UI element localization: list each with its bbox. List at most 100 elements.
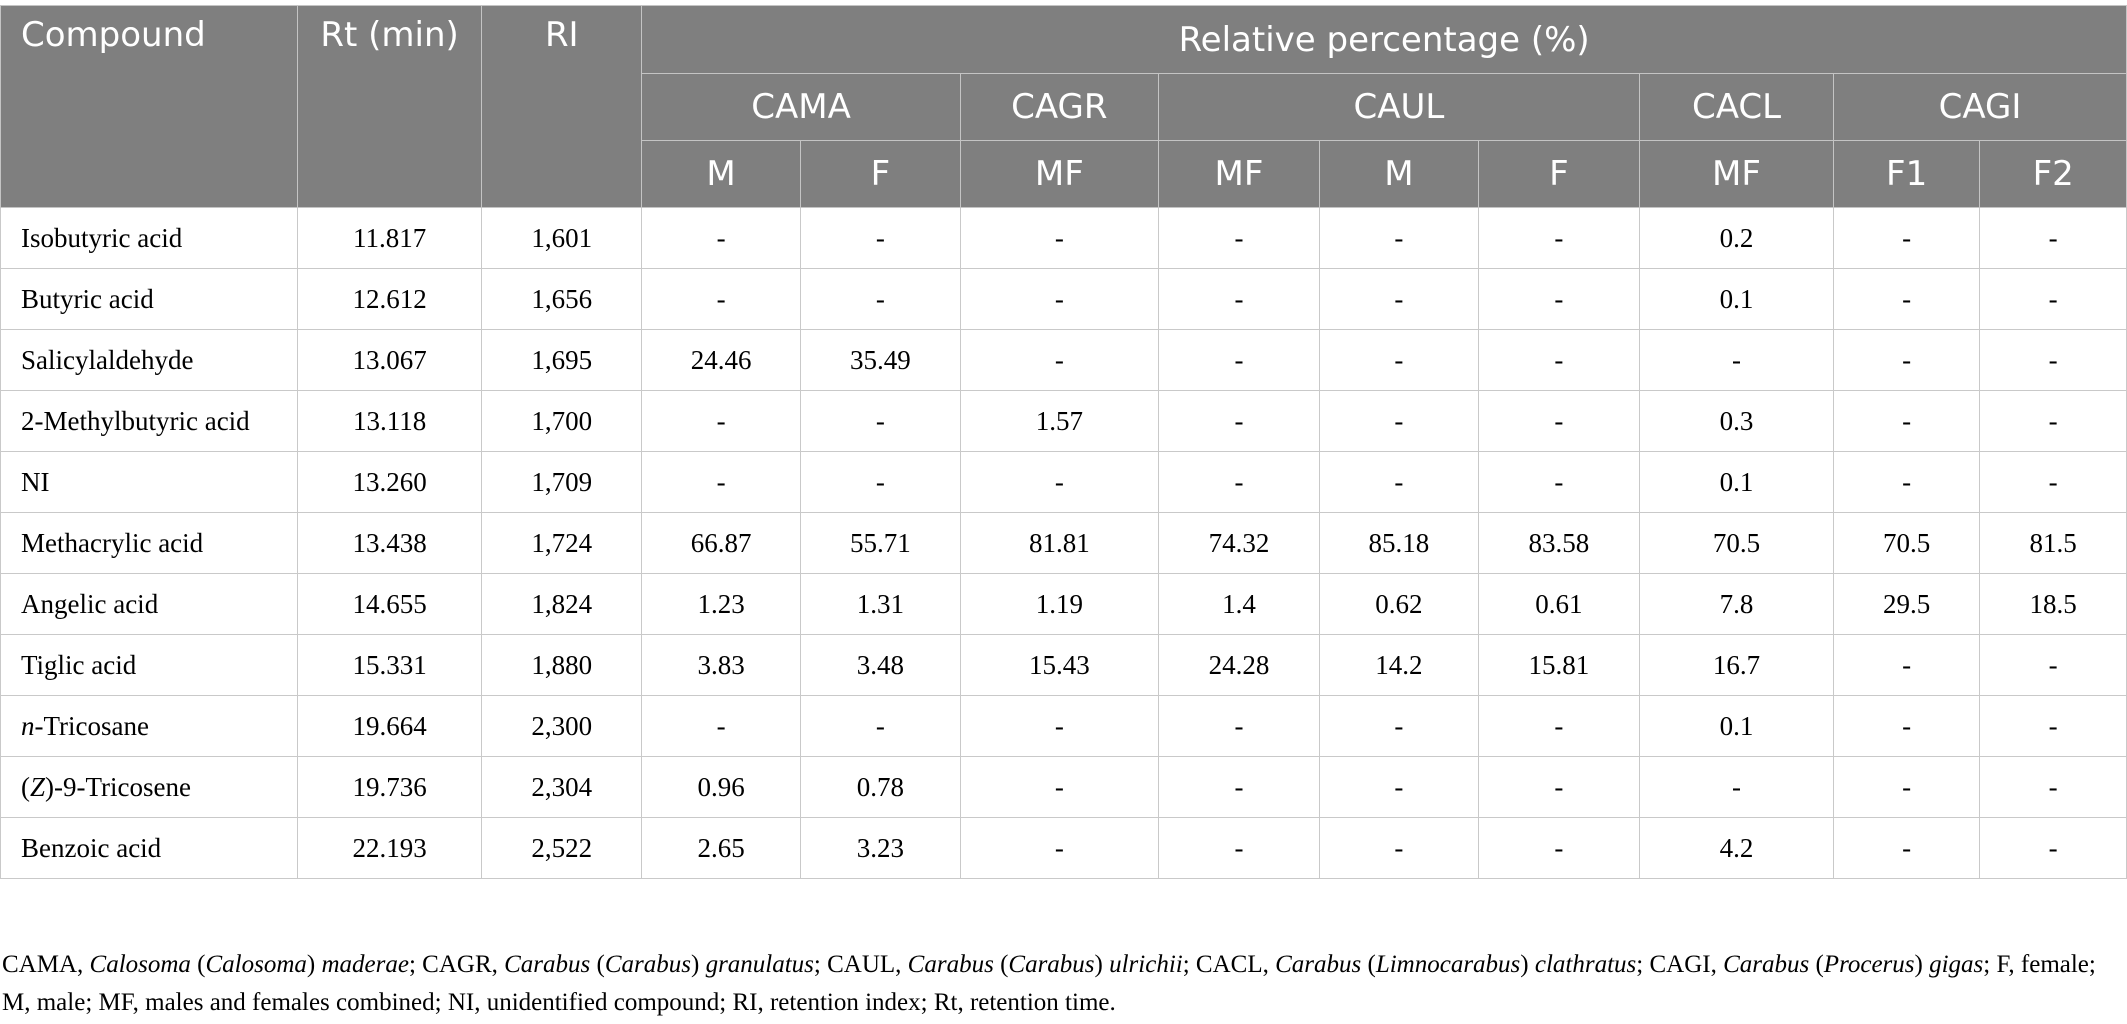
compound-name-italic: Z: [30, 771, 46, 802]
percentage-cell: -: [1832, 329, 1981, 391]
rt-cell: 19.664: [296, 695, 483, 757]
compound-name-cell: Benzoic acid: [0, 817, 298, 879]
percentage-cell: -: [1319, 756, 1479, 818]
footnote-text: ): [1520, 951, 1535, 978]
percentage-cell: -: [1639, 329, 1834, 391]
ri-cell: 1,724: [481, 512, 643, 574]
header-subcol: M: [641, 140, 801, 208]
percentage-cell: 0.2: [1639, 207, 1834, 269]
percentage-cell: 55.71: [799, 512, 961, 574]
compound-table: Compound Rt (min) RI Relative percentage…: [0, 5, 2127, 879]
compound-name-cell: n-Tricosane: [0, 695, 298, 757]
percentage-cell: -: [799, 695, 961, 757]
footnote-text: ): [690, 951, 706, 978]
percentage-cell: 81.81: [959, 512, 1159, 574]
ri-cell: 2,300: [481, 695, 643, 757]
percentage-cell: -: [1319, 390, 1479, 452]
ri-cell: 2,304: [481, 756, 643, 818]
compound-name-cell: Isobutyric acid: [0, 207, 298, 269]
percentage-cell: -: [799, 207, 961, 269]
percentage-cell: -: [1979, 756, 2127, 818]
percentage-cell: -: [799, 451, 961, 513]
header-subcol: MF: [1639, 140, 1834, 208]
header-group-cagi: CAGI: [1832, 73, 2127, 141]
footnote-taxon: Carabus: [1275, 951, 1362, 978]
rt-cell: 12.612: [296, 268, 483, 330]
percentage-cell: -: [1832, 817, 1981, 879]
percentage-cell: -: [1979, 329, 2127, 391]
percentage-cell: -: [1157, 756, 1321, 818]
header-subcol: MF: [959, 140, 1159, 208]
compound-name-italic: n: [21, 710, 35, 741]
rt-cell: 19.736: [296, 756, 483, 818]
percentage-cell: -: [1319, 695, 1479, 757]
percentage-cell: 1.23: [641, 573, 801, 635]
header-subcol: F1: [1832, 140, 1981, 208]
percentage-cell: -: [1832, 756, 1981, 818]
percentage-cell: -: [1979, 817, 2127, 879]
percentage-cell: -: [1979, 451, 2127, 513]
footnote-taxon: clathratus: [1534, 951, 1637, 978]
compound-name-cell: (Z)-9-Tricosene: [0, 756, 298, 818]
percentage-cell: -: [1319, 329, 1479, 391]
footnote-taxon: Carabus: [504, 951, 591, 978]
percentage-cell: 24.28: [1157, 634, 1321, 696]
percentage-cell: -: [1157, 817, 1321, 879]
percentage-cell: 24.46: [641, 329, 801, 391]
percentage-cell: -: [1157, 207, 1321, 269]
rt-cell: 13.118: [296, 390, 483, 452]
percentage-cell: -: [1319, 268, 1479, 330]
footnote-text: (: [190, 951, 206, 978]
percentage-cell: -: [1979, 207, 2127, 269]
ri-cell: 1,880: [481, 634, 643, 696]
footnote-text: CAMA,: [2, 951, 90, 978]
footnote-taxon: Calosoma: [205, 951, 307, 978]
footnote-taxon: maderae: [321, 951, 409, 978]
footnote-text: ): [1094, 951, 1110, 978]
percentage-cell: 0.1: [1639, 695, 1834, 757]
compound-name-cell: Methacrylic acid: [0, 512, 298, 574]
footnote-taxon: ulrichii: [1109, 951, 1183, 978]
percentage-cell: 18.5: [1979, 573, 2127, 635]
footnote-taxon: Procerus: [1823, 951, 1915, 978]
ri-cell: 1,824: [481, 573, 643, 635]
header-compound: Compound: [0, 5, 298, 208]
percentage-cell: 0.61: [1477, 573, 1641, 635]
percentage-cell: 35.49: [799, 329, 961, 391]
footnote-taxon: Carabus: [907, 951, 994, 978]
percentage-cell: -: [1319, 817, 1479, 879]
percentage-cell: -: [1477, 817, 1641, 879]
compound-name: -Tricosane: [34, 710, 150, 741]
percentage-cell: -: [959, 207, 1159, 269]
percentage-cell: 1.4: [1157, 573, 1321, 635]
ri-cell: 1,700: [481, 390, 643, 452]
table-row: (Z)-9-Tricosene 19.736 2,304 0.96 0.78- - - - - -…: [0, 756, 2127, 818]
table-row: Methacrylic acid 13.438 1,724 66.87 55.71 81.…: [0, 512, 2127, 574]
rt-cell: 11.817: [296, 207, 483, 269]
percentage-cell: -: [1319, 207, 1479, 269]
percentage-cell: 15.43: [959, 634, 1159, 696]
header-ri: RI: [481, 5, 643, 208]
footnote-text: ): [1914, 951, 1930, 978]
table-body: Isobutyric acid 11.817 1,601- - - - - -0.2- - But…: [0, 207, 2127, 879]
percentage-cell: -: [1832, 268, 1981, 330]
table-row: 2-Methylbutyric acid 13.118 1,700- -1.57- - -…: [0, 390, 2127, 452]
header-group-cama: CAMA: [641, 73, 961, 141]
percentage-cell: -: [641, 268, 801, 330]
percentage-cell: -: [1832, 634, 1981, 696]
percentage-cell: 1.57: [959, 390, 1159, 452]
footnote-taxon: granulatus: [705, 951, 814, 978]
percentage-cell: 0.62: [1319, 573, 1479, 635]
percentage-cell: -: [1157, 268, 1321, 330]
percentage-cell: 81.5: [1979, 512, 2127, 574]
footnote-text: (: [590, 951, 605, 978]
percentage-cell: -: [1157, 695, 1321, 757]
footnote-taxon: Carabus: [1008, 951, 1095, 978]
footnote-text: ; CAUL,: [813, 951, 908, 978]
footnote-taxon: Carabus: [604, 951, 691, 978]
compound-name-cell: Salicylaldehyde: [0, 329, 298, 391]
header-relative-percentage: Relative percentage (%): [641, 5, 2127, 74]
percentage-cell: 0.96: [641, 756, 801, 818]
footnote-text: ): [306, 951, 322, 978]
percentage-cell: 15.81: [1477, 634, 1641, 696]
